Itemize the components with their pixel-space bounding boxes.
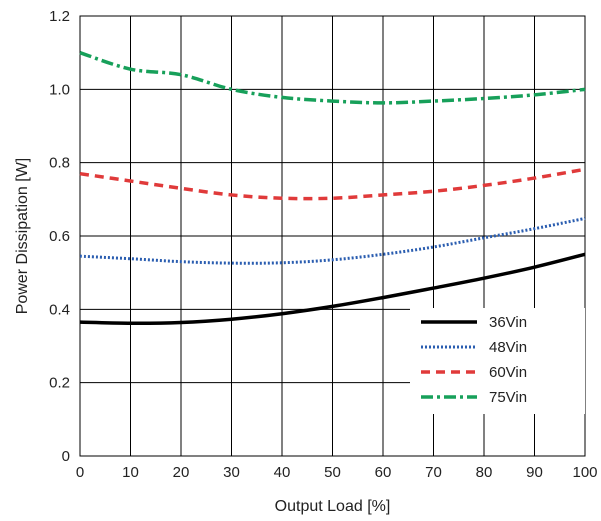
series-line-75vin xyxy=(79,51,586,105)
y-tick-label: 0 xyxy=(62,448,70,465)
y-tick-label: 0.2 xyxy=(49,375,70,392)
series-line-48vin xyxy=(79,216,586,265)
x-tick-label: 20 xyxy=(173,464,190,481)
tick-labels: 0 10 20 30 40 50 60 70 80 90 100 0 0.2 0.4 0.6 0.8 1.0 1.… xyxy=(49,8,597,481)
y-axis-title: Power Dissipation [W] xyxy=(14,158,31,315)
series-lines xyxy=(79,51,586,326)
x-tick-label: 90 xyxy=(526,464,543,481)
legend: 36Vin 48Vin 60Vin 75Vin xyxy=(410,308,585,414)
y-tick-label: 0.8 xyxy=(49,155,70,172)
legend-label-75vin: 75Vin xyxy=(489,389,527,406)
x-tick-label: 30 xyxy=(223,464,240,481)
series-line-60vin xyxy=(79,167,586,201)
legend-label-36vin: 36Vin xyxy=(489,314,527,331)
x-tick-label: 70 xyxy=(425,464,442,481)
x-tick-label: 60 xyxy=(375,464,392,481)
legend-label-48vin: 48Vin xyxy=(489,339,527,356)
x-axis-title: Output Load [%] xyxy=(275,498,391,515)
x-tick-label: 80 xyxy=(476,464,493,481)
series-line-36vin xyxy=(79,252,586,326)
x-tick-label: 10 xyxy=(122,464,139,481)
plot-area-border xyxy=(79,15,586,457)
x-tick-label: 40 xyxy=(274,464,291,481)
legend-label-60vin: 60Vin xyxy=(489,364,527,381)
y-tick-label: 0.6 xyxy=(49,228,70,245)
y-tick-label: 0.4 xyxy=(49,301,70,318)
y-tick-label: 1.2 xyxy=(49,8,70,25)
x-tick-label: 100 xyxy=(572,464,597,481)
x-tick-label: 0 xyxy=(76,464,84,481)
y-tick-label: 1.0 xyxy=(49,81,70,98)
x-tick-label: 50 xyxy=(324,464,341,481)
